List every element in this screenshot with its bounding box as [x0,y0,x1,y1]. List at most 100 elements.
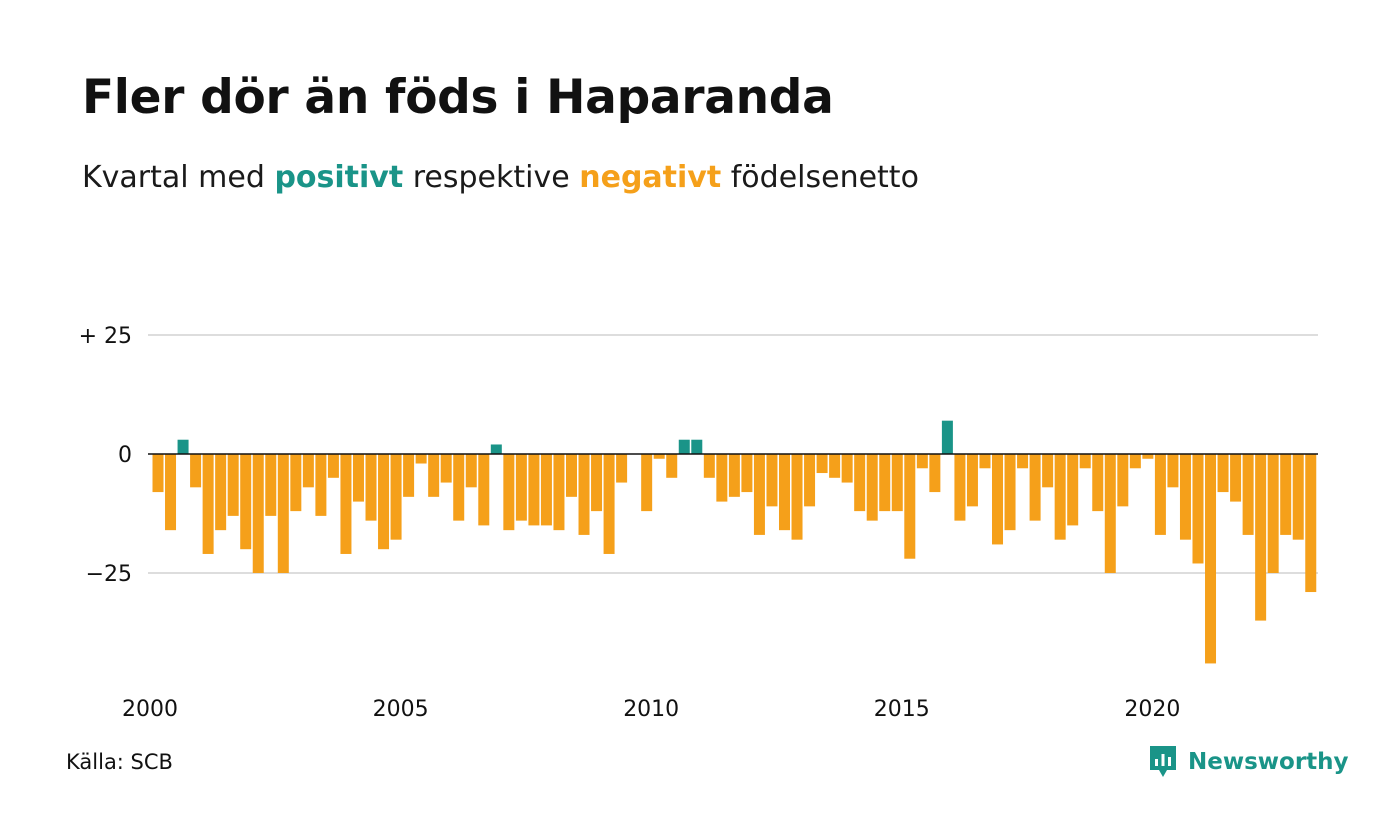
bar-positive [678,439,690,454]
source-note: Källa: SCB [66,750,173,774]
bar-negative [703,454,715,478]
bar-negative [1267,454,1279,573]
bar-negative [616,454,628,483]
bar-negative [804,454,816,507]
bar-negative [653,454,665,459]
bar-negative [1117,454,1129,507]
bar-negative [1280,454,1292,535]
x-tick-label: 2005 [373,697,429,722]
bar-negative [165,454,177,531]
x-tick-label: 2000 [122,697,178,722]
bar-negative [841,454,853,483]
bar-negative [1192,454,1204,564]
bar-negative [779,454,790,531]
subtitle-negative: negativt [579,160,722,195]
bar-negative [1179,454,1191,540]
subtitle-middle: respektive [412,160,570,195]
subtitle-suffix: födelsenetto [730,160,919,195]
bar-negative [879,454,891,512]
bar-negative [515,454,527,521]
bar-negative [327,454,339,478]
bar-negative [979,454,991,469]
bar-negative [854,454,866,512]
bar-negative [1079,454,1091,469]
bar-negative [916,454,928,469]
bar-negative [1142,454,1154,459]
bar-negative [641,454,653,512]
bar-negative [603,454,615,554]
bar-negative [1167,454,1179,488]
bar-negative [1092,454,1104,512]
bar-negative [829,454,841,478]
bar-negative [578,454,590,535]
bar-negative [1067,454,1079,526]
bar-negative [741,454,753,493]
bar-negative [240,454,252,550]
subtitle-positive: positivt [274,160,404,195]
bar-positive [941,420,953,454]
bar-negative [1242,454,1254,535]
bar-negative [791,454,803,540]
bar-negative [528,454,540,526]
bar-negative [202,454,214,554]
axis-layer: + 25 0 −25 2000 2005 2010 2015 2020 [79,324,1318,722]
bar-negative [591,454,603,512]
bar-negative [929,454,941,493]
y-tick-label: 0 [118,443,132,468]
bar-negative [1104,454,1116,573]
bar-negative [565,454,577,497]
brand-name: Newsworthy [1188,749,1349,775]
bar-negative [1230,454,1242,502]
bar-negative [227,454,239,516]
bar-layer [152,420,1317,664]
brand-logo: Newsworthy [1148,744,1349,780]
bar-negative [766,454,778,507]
bar-negative [478,454,490,526]
grid-layer [148,334,1318,574]
bar-negative [390,454,402,540]
bar-negative [265,454,277,516]
bar-negative [966,454,978,507]
bar-negative [891,454,903,512]
bar-negative [152,454,164,493]
bar-negative [190,454,202,488]
bar-negative [1017,454,1029,469]
bar-negative [1029,454,1041,521]
bar-negative [428,454,440,497]
bar-positive [691,439,703,454]
bar-negative [954,454,966,521]
bar-negative [415,454,427,464]
bar-negative [378,454,390,550]
x-tick-label: 2020 [1124,697,1180,722]
bar-negative [277,454,289,573]
bar-negative [1129,454,1141,469]
bar-negative [1305,454,1317,593]
bar-negative [302,454,314,488]
bar-negative [365,454,377,521]
chart-subtitle: Kvartal med positivt respektive negativt… [82,160,919,196]
bar-negative [716,454,728,502]
bar-negative [1054,454,1066,540]
bar-negative [403,454,415,497]
bar-negative [352,454,364,502]
y-tick-label: −25 [86,562,132,587]
chart-title: Fler dör än föds i Haparanda [82,70,834,125]
bar-negative [1292,454,1304,540]
bar-negative [816,454,828,474]
bar-negative [540,454,552,526]
bar-negative [1205,454,1217,664]
y-tick-label: + 25 [79,324,132,349]
bar-negative [290,454,302,512]
bar-negative [1217,454,1229,493]
bar-negative [453,454,465,521]
bar-negative [666,454,678,478]
bar-negative [215,454,227,531]
bar-negative [315,454,327,516]
bar-negative [465,454,477,488]
bar-negative [1154,454,1166,535]
x-tick-label: 2015 [874,697,930,722]
bar-negative [340,454,352,554]
bar-negative [992,454,1004,545]
bar-positive [177,439,189,454]
